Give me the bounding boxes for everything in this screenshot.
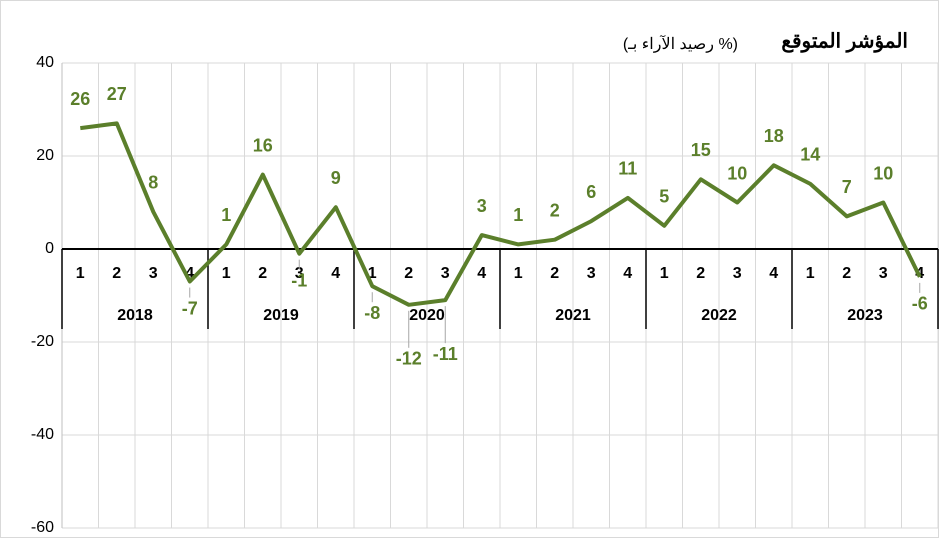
y-tick-label: 0	[45, 240, 54, 257]
year-label: 2020	[409, 307, 445, 324]
data-label: 14	[800, 145, 820, 165]
data-label: 2	[550, 200, 560, 220]
x-tick-label: 2	[404, 265, 413, 282]
x-tick-label: 2	[550, 265, 559, 282]
data-label: 11	[618, 159, 637, 179]
x-tick-label: 4	[623, 265, 632, 282]
year-label: 2021	[555, 307, 591, 324]
x-tick-label: 3	[441, 265, 450, 282]
data-label: 7	[842, 177, 852, 197]
y-tick-label: -40	[31, 426, 54, 443]
data-label: 10	[873, 163, 893, 183]
x-tick-label: 3	[587, 265, 596, 282]
x-tick-label: 4	[331, 265, 340, 282]
data-label: 1	[513, 205, 523, 225]
data-label: 8	[148, 173, 158, 193]
data-label: 15	[691, 140, 711, 160]
x-tick-label: 4	[185, 265, 194, 282]
x-tick-label: 1	[660, 265, 669, 282]
x-tick-label: 2	[258, 265, 267, 282]
data-label: -1	[291, 270, 307, 290]
data-label: 9	[331, 168, 341, 188]
x-tick-label: 1	[368, 265, 377, 282]
y-tick-label: -20	[31, 333, 54, 350]
data-label: 26	[70, 89, 90, 109]
x-tick-label: 1	[222, 265, 231, 282]
x-tick-label: 3	[733, 265, 742, 282]
y-tick-label: -60	[31, 519, 54, 536]
data-label: 1	[221, 205, 231, 225]
data-label: -6	[912, 294, 928, 314]
x-tick-label: 4	[769, 265, 778, 282]
data-label: 16	[253, 135, 273, 155]
data-label: 3	[477, 196, 487, 216]
data-label: 6	[586, 182, 596, 202]
year-label: 2023	[847, 307, 883, 324]
year-label: 2022	[701, 307, 737, 324]
y-tick-label: 40	[36, 54, 54, 71]
data-label: -8	[364, 303, 380, 323]
data-label: 10	[727, 163, 747, 183]
data-label: -7	[182, 298, 198, 318]
x-tick-label: 3	[149, 265, 158, 282]
data-label: 5	[659, 187, 669, 207]
x-tick-label: 2	[112, 265, 121, 282]
x-tick-label: 1	[806, 265, 815, 282]
line	[80, 121, 922, 307]
x-tick-label: 1	[514, 265, 523, 282]
y-tick-label: 20	[36, 147, 54, 164]
year-label: 2019	[263, 307, 299, 324]
data-label: 27	[107, 84, 127, 104]
chart-subtitle: (رصيد الآراء بـ %)	[623, 35, 738, 53]
data-label: -11	[433, 344, 458, 364]
year-label: 2018	[117, 307, 153, 324]
x-tick-label: 2	[696, 265, 705, 282]
data-label: 18	[764, 126, 784, 146]
x-tick-label: 3	[879, 265, 888, 282]
chart-title: المؤشر المتوقع	[781, 30, 908, 53]
x-tick-label: 1	[76, 265, 85, 282]
x-tick-label: 2	[842, 265, 851, 282]
x-tick-label: 4	[477, 265, 486, 282]
x-tick-label: 3	[295, 265, 304, 282]
data-label: -12	[396, 349, 422, 369]
